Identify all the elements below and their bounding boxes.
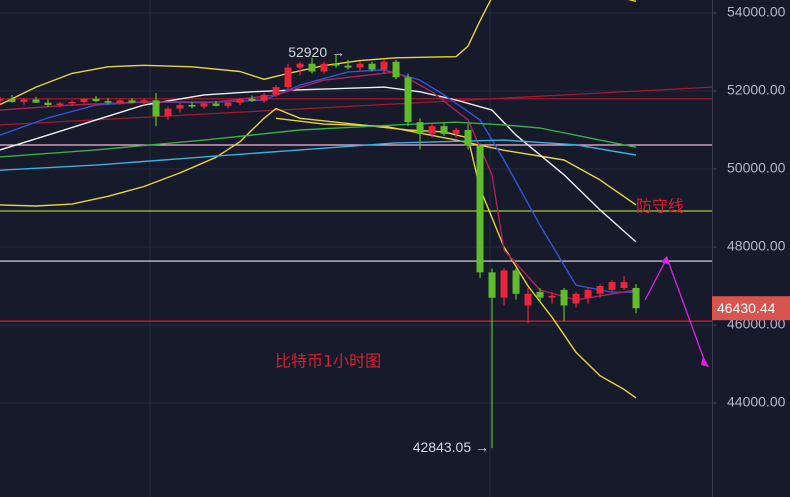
candle-body: [272, 87, 280, 95]
candle-body: [428, 126, 436, 134]
candle-body: [20, 99, 28, 102]
candle-body: [440, 126, 448, 134]
chart-label: 比特币1小时图: [275, 352, 381, 371]
trend-line: [0, 86, 712, 126]
candle-body: [452, 129, 460, 134]
candle-body: [632, 287, 640, 309]
candle-body: [416, 122, 424, 134]
candle-body: [236, 98, 244, 103]
candle-body: [572, 293, 580, 304]
last-price-label: 46430.44: [717, 300, 776, 316]
candle-body: [560, 289, 568, 306]
price-annotation: 42843.05 →: [413, 439, 489, 455]
candle-body: [8, 98, 16, 102]
candle-body: [392, 61, 400, 78]
candle-body: [140, 100, 148, 103]
y-tick-label: 44000.00: [727, 394, 786, 410]
indicator-line: [0, 139, 637, 171]
candle-body: [164, 108, 172, 117]
candle-body: [536, 291, 544, 298]
candle-body: [104, 101, 112, 103]
candle-body: [368, 63, 376, 70]
y-axis: 44000.0046000.0048000.0050000.0052000.00…: [712, 4, 786, 410]
indicator-line: [0, 0, 637, 106]
y-tick-label: 54000.00: [727, 4, 786, 20]
candle-body: [308, 63, 316, 72]
candle-body: [284, 67, 292, 88]
candle-body: [584, 289, 592, 298]
candle-body: [344, 65, 352, 68]
price-annotation: 52920 →: [288, 44, 345, 60]
candle-body: [32, 99, 40, 103]
candle-body: [260, 94, 268, 101]
candle-body: [188, 105, 196, 107]
candle-body: [44, 102, 52, 106]
indicator-line: [0, 121, 637, 158]
y-tick-label: 50000.00: [727, 160, 786, 176]
candle-body: [356, 63, 364, 68]
candle-body: [116, 100, 124, 103]
candle-body: [128, 100, 136, 103]
indicator-line: [0, 107, 637, 399]
candle-body: [608, 282, 616, 290]
arrow-head: [701, 356, 709, 367]
defense-line-label: 防守线: [636, 197, 684, 216]
candle-body: [320, 63, 328, 72]
candle-body: [500, 270, 508, 298]
candle-body: [548, 295, 556, 298]
candle-body: [56, 103, 64, 106]
candle-body: [512, 270, 520, 294]
candle-body: [80, 98, 88, 102]
candle-body: [488, 272, 496, 298]
candle-body: [176, 105, 184, 109]
candle-body: [464, 129, 472, 146]
candle-body: [248, 98, 256, 101]
candle-body: [620, 282, 628, 288]
candle-body: [296, 63, 304, 68]
last-price-box: [712, 296, 790, 321]
y-tick-label: 52000.00: [727, 82, 786, 98]
candle-body: [380, 61, 388, 70]
candle-body: [0, 98, 4, 101]
candle-body: [92, 98, 100, 102]
plot-area: [0, 0, 712, 449]
arrow-head: [661, 256, 670, 265]
candle-body: [224, 102, 232, 106]
candle-body: [404, 77, 412, 123]
candle-body: [332, 63, 340, 66]
grid: [0, 12, 712, 404]
candle-body: [68, 101, 76, 104]
y-tick-label: 48000.00: [727, 238, 786, 254]
candle-body: [596, 286, 604, 294]
indicator-line: [0, 86, 637, 243]
candle-body: [200, 103, 208, 107]
candle-body: [212, 103, 220, 106]
candle-body: [152, 100, 160, 117]
candle-body: [476, 145, 484, 273]
candle-body: [524, 293, 532, 306]
